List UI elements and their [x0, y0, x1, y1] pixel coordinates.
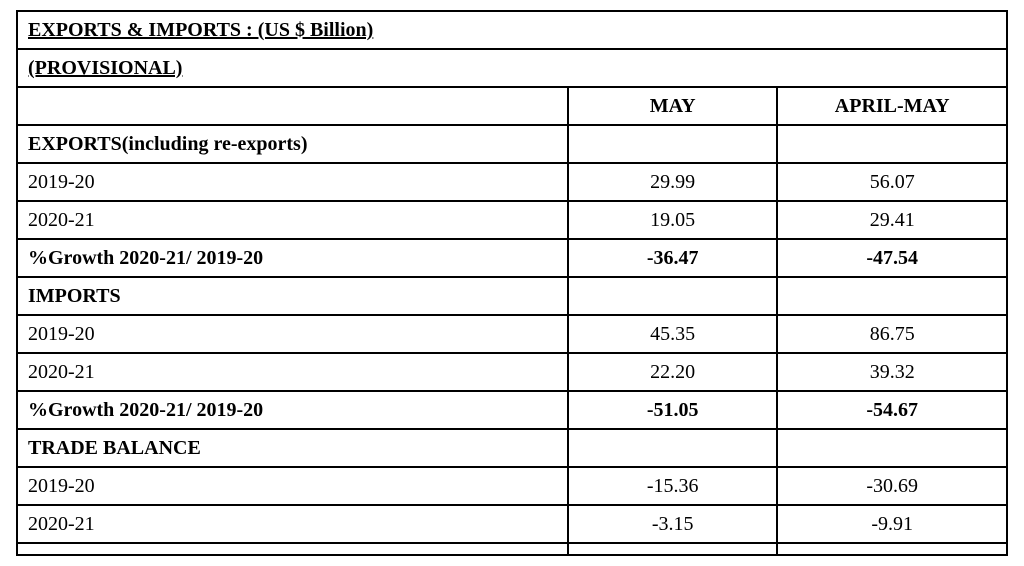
col-header-blank: [17, 87, 568, 125]
imports-growth-row: %Growth 2020-21/ 2019-20 -51.05 -54.67: [17, 391, 1007, 429]
exports-header-row: EXPORTS(including re-exports): [17, 125, 1007, 163]
trade-balance-header-row: TRADE BALANCE: [17, 429, 1007, 467]
trailing-empty-3: [777, 543, 1007, 555]
exports-2020-21-row: 2020-21 19.05 29.41: [17, 201, 1007, 239]
column-header-row: MAY APRIL-MAY: [17, 87, 1007, 125]
exports-growth-aprmay: -47.54: [777, 239, 1007, 277]
title-row-1: EXPORTS & IMPORTS : (US $ Billion): [17, 11, 1007, 49]
exports-imports-table: EXPORTS & IMPORTS : (US $ Billion) (PROV…: [16, 10, 1008, 556]
imports-2019-20-row: 2019-20 45.35 86.75: [17, 315, 1007, 353]
exports-2020-21-label: 2020-21: [17, 201, 568, 239]
imports-2020-21-aprmay: 39.32: [777, 353, 1007, 391]
imports-growth-label: %Growth 2020-21/ 2019-20: [17, 391, 568, 429]
trailing-empty-row: [17, 543, 1007, 555]
trade-balance-2019-20-may: -15.36: [568, 467, 778, 505]
imports-header-aprmay: [777, 277, 1007, 315]
exports-header-may: [568, 125, 778, 163]
trade-balance-2020-21-label: 2020-21: [17, 505, 568, 543]
title-row-2: (PROVISIONAL): [17, 49, 1007, 87]
exports-growth-row: %Growth 2020-21/ 2019-20 -36.47 -47.54: [17, 239, 1007, 277]
imports-2020-21-label: 2020-21: [17, 353, 568, 391]
imports-header-may: [568, 277, 778, 315]
imports-growth-aprmay: -54.67: [777, 391, 1007, 429]
trade-balance-2020-21-aprmay: -9.91: [777, 505, 1007, 543]
imports-2020-21-row: 2020-21 22.20 39.32: [17, 353, 1007, 391]
imports-header-row: IMPORTS: [17, 277, 1007, 315]
trailing-empty-1: [17, 543, 568, 555]
trade-balance-2020-21-may: -3.15: [568, 505, 778, 543]
trade-balance-2019-20-label: 2019-20: [17, 467, 568, 505]
exports-growth-may: -36.47: [568, 239, 778, 277]
trade-balance-header: TRADE BALANCE: [17, 429, 568, 467]
table-title-1-text: EXPORTS & IMPORTS : (US $ Billion): [28, 19, 373, 41]
col-header-may: MAY: [568, 87, 778, 125]
trade-balance-2019-20-row: 2019-20 -15.36 -30.69: [17, 467, 1007, 505]
table-title-2-text: (PROVISIONAL): [28, 57, 182, 79]
trade-balance-2020-21-row: 2020-21 -3.15 -9.91: [17, 505, 1007, 543]
imports-2019-20-label: 2019-20: [17, 315, 568, 353]
imports-2019-20-may: 45.35: [568, 315, 778, 353]
trailing-empty-2: [568, 543, 778, 555]
table-title-1: EXPORTS & IMPORTS : (US $ Billion): [17, 11, 1007, 49]
exports-growth-label: %Growth 2020-21/ 2019-20: [17, 239, 568, 277]
imports-2020-21-may: 22.20: [568, 353, 778, 391]
exports-2020-21-aprmay: 29.41: [777, 201, 1007, 239]
col-header-apr-may: APRIL-MAY: [777, 87, 1007, 125]
exports-2019-20-aprmay: 56.07: [777, 163, 1007, 201]
imports-2019-20-aprmay: 86.75: [777, 315, 1007, 353]
trade-balance-header-may: [568, 429, 778, 467]
trade-balance-2019-20-aprmay: -30.69: [777, 467, 1007, 505]
trade-balance-header-aprmay: [777, 429, 1007, 467]
exports-2019-20-may: 29.99: [568, 163, 778, 201]
exports-header-aprmay: [777, 125, 1007, 163]
imports-header: IMPORTS: [17, 277, 568, 315]
exports-2019-20-label: 2019-20: [17, 163, 568, 201]
imports-growth-may: -51.05: [568, 391, 778, 429]
exports-2020-21-may: 19.05: [568, 201, 778, 239]
exports-header: EXPORTS(including re-exports): [17, 125, 568, 163]
exports-2019-20-row: 2019-20 29.99 56.07: [17, 163, 1007, 201]
table-title-2: (PROVISIONAL): [17, 49, 1007, 87]
